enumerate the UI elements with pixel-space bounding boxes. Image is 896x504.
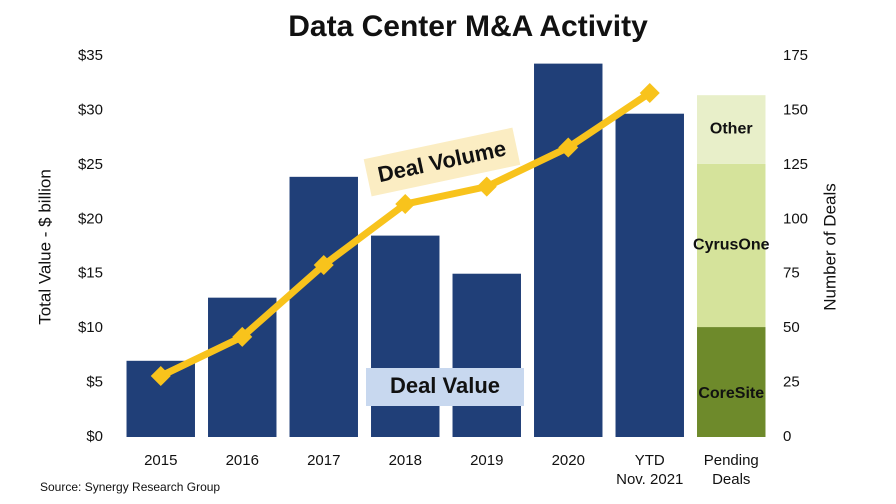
bar <box>289 176 358 437</box>
y2-tick-label: 50 <box>783 319 800 336</box>
y-tick-label: $25 <box>78 156 103 173</box>
x-tick-label: Nov. 2021 <box>616 471 683 488</box>
y-tick-label: $0 <box>86 428 103 445</box>
annotation-box <box>363 127 521 197</box>
source-note: Source: Synergy Research Group <box>40 480 220 494</box>
y2-tick-label: 175 <box>783 47 808 64</box>
bar <box>371 235 440 437</box>
x-tick-label: YTD <box>635 452 665 469</box>
y2-tick-label: 100 <box>783 210 808 227</box>
line-marker <box>395 194 416 215</box>
x-tick-label: 2019 <box>470 452 503 469</box>
line-marker <box>639 83 660 104</box>
bar <box>615 113 684 438</box>
stack-segment <box>697 163 766 328</box>
x-tick-label: 2016 <box>226 452 259 469</box>
stack-segment <box>697 95 766 164</box>
annotation-group: Deal Volume <box>363 127 521 197</box>
bar <box>534 63 603 438</box>
y-tick-label: $30 <box>78 101 103 118</box>
stack-segment <box>697 327 766 437</box>
x-tick-label: Deals <box>712 471 750 488</box>
annotation-box <box>366 368 524 406</box>
line-marker <box>313 255 334 276</box>
x-tick-label: 2018 <box>389 452 422 469</box>
y2-tick-label: 0 <box>783 428 791 445</box>
y-tick-label: $35 <box>78 47 103 64</box>
y-axis-title: Total Value - $ billion <box>35 169 54 325</box>
y-tick-label: $10 <box>78 319 103 336</box>
y-tick-label: $20 <box>78 210 103 227</box>
x-tick-label: 2015 <box>144 452 177 469</box>
y2-tick-label: 125 <box>783 156 808 173</box>
y-tick-label: $15 <box>78 265 103 282</box>
x-tick-label: 2020 <box>552 452 585 469</box>
y2-tick-label: 25 <box>783 374 800 391</box>
line-marker <box>558 137 579 158</box>
line-marker <box>476 176 497 197</box>
segment-label: Other <box>710 121 753 138</box>
y-tick-label: $5 <box>86 374 103 391</box>
y2-tick-label: 75 <box>783 265 800 282</box>
y2-tick-label: 150 <box>783 101 808 118</box>
segment-label: CoreSite <box>698 385 764 402</box>
x-tick-label: Pending <box>704 452 759 469</box>
line-marker <box>150 366 171 387</box>
annotation: Deal Value <box>390 373 500 398</box>
y2-axis-title: Number of Deals <box>820 183 839 311</box>
bar <box>452 273 521 437</box>
chart-title: Data Center M&A Activity <box>288 10 648 43</box>
segment-label: CyrusOne <box>693 237 770 254</box>
line-marker <box>232 326 253 347</box>
x-tick-label: 2017 <box>307 452 340 469</box>
